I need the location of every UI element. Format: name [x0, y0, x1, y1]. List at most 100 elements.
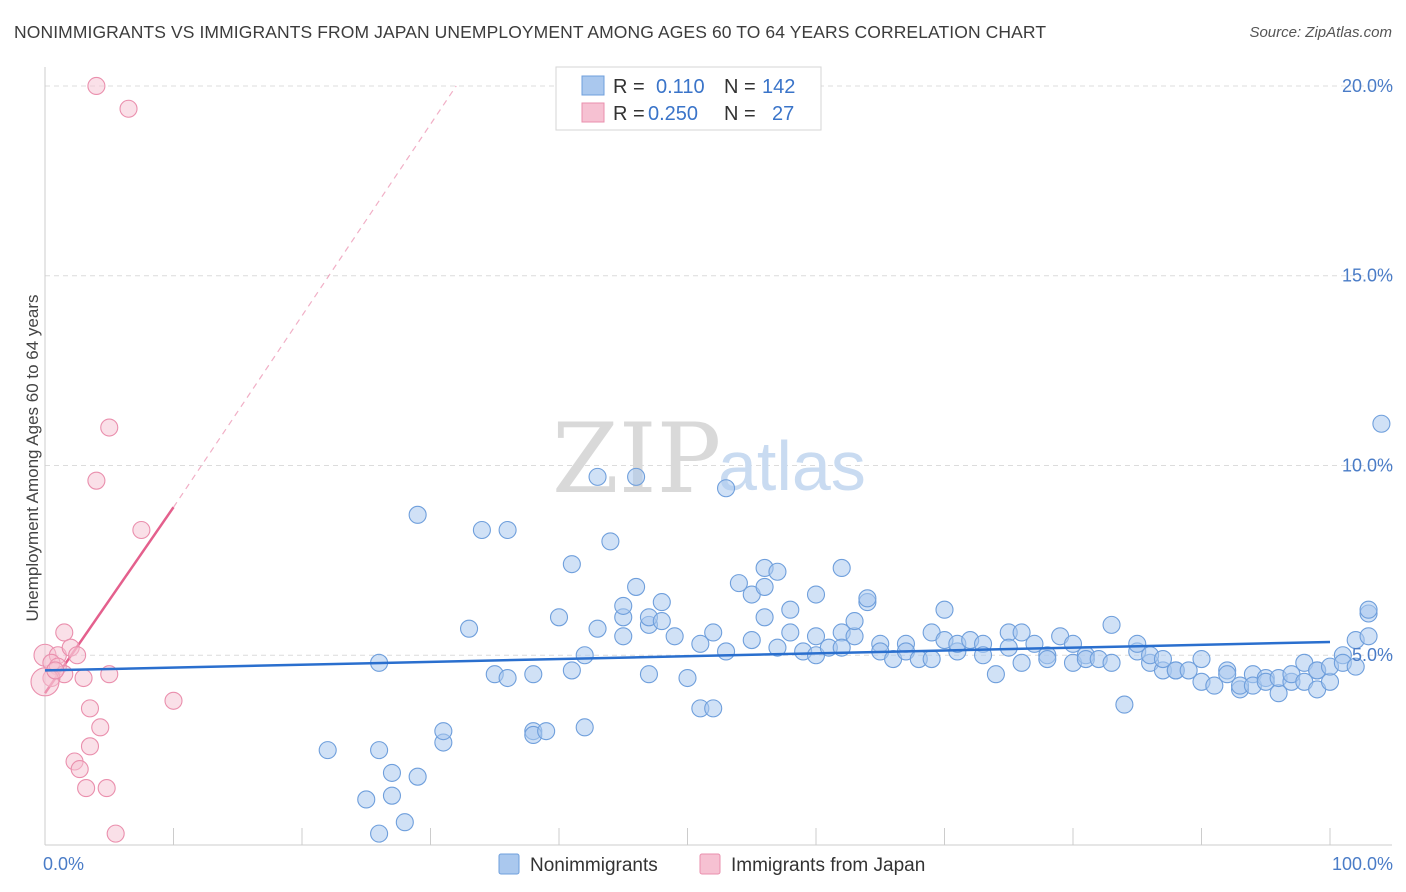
- nonimmigrants-point-46: [742, 631, 761, 650]
- immigrants-point-0: [87, 76, 106, 96]
- nonimmigrants-point-64: [845, 612, 864, 631]
- nonimmigrants-point-32: [627, 577, 646, 596]
- y-tick-label-1: 10.0%: [1342, 455, 1393, 475]
- nonimmigrants-point-12: [459, 619, 479, 638]
- stats-legend: R = 0.110 N = 142 R = 0.250 N = 27: [555, 66, 822, 131]
- immigrants-point-25: [106, 824, 125, 843]
- watermark: ZIP atlas: [552, 403, 866, 515]
- y-tick-label-0: 5.0%: [1352, 645, 1393, 665]
- nonimmigrants-point-25: [575, 646, 594, 665]
- nonimmigrants-point-54: [781, 623, 800, 642]
- nonimmigrants-point-38: [665, 627, 684, 646]
- grid: [45, 85, 1392, 656]
- nonimmigrants-point-61: [832, 558, 851, 578]
- y-tick-label-2: 15.0%: [1342, 266, 1393, 286]
- nonimmigrants-point-139: [627, 467, 646, 486]
- nonimmigrants-point-21: [549, 608, 569, 627]
- legend-r-label-1: R =: [613, 76, 645, 98]
- legend-r-label-2: R =: [613, 103, 645, 125]
- nonimmigrants-point-81: [973, 646, 993, 665]
- nonimmigrants-point-89: [1038, 649, 1057, 669]
- nonimmigrants-point-26: [588, 619, 607, 638]
- y-tick-label-3: 20.0%: [1342, 76, 1393, 96]
- x-tick-label-1: 100.0%: [1332, 854, 1393, 874]
- nonimmigrants-point-9: [434, 722, 453, 741]
- nonimmigrants-point-110: [1205, 676, 1224, 695]
- nonimmigrants-point-30: [614, 627, 633, 646]
- nonimmigrants-point-15: [498, 520, 517, 540]
- immigrants-point-1: [119, 99, 138, 118]
- immigrants-point-2: [100, 418, 119, 437]
- bottom-legend-nonimmigrants: Nonimmigrants: [530, 855, 658, 876]
- legend-swatch-nonimmigrants: [581, 75, 605, 96]
- immigrants-point-20: [80, 737, 100, 756]
- bottom-swatch-immigrants: [699, 853, 721, 875]
- nonimmigrants-point-10: [408, 505, 427, 524]
- immigrants-point-22: [70, 760, 89, 779]
- nonimmigrants-point-19: [537, 722, 556, 741]
- nonimmigrants-point-28: [588, 467, 607, 486]
- nonimmigrants-point-137: [1372, 414, 1391, 433]
- nonimmigrants-point-135: [1359, 627, 1378, 646]
- nonimmigrants-point-75: [935, 600, 954, 619]
- x-tick-label-0: 0.0%: [43, 854, 84, 874]
- immigrants-point-24: [97, 779, 116, 798]
- nonimmigrants-point-7: [408, 767, 427, 786]
- immigrants-point-18: [80, 699, 100, 718]
- nonimmigrants-point-100: [1128, 634, 1147, 653]
- nonimmigrants-point-31: [614, 596, 633, 615]
- nonimmigrants-point-27: [601, 532, 620, 551]
- nonimmigrants-point-40: [691, 634, 710, 653]
- nonimmigrants-point-39: [678, 668, 697, 688]
- axes: [44, 67, 1392, 846]
- immigrants-trend-line: [43, 506, 175, 694]
- bottom-legend-immigrants: Immigrants from Japan: [731, 855, 925, 876]
- nonimmigrants-point-48: [755, 577, 774, 596]
- nonimmigrants-point-22: [562, 661, 581, 680]
- chart-title: NONIMMIGRANTS VS IMMIGRANTS FROM JAPAN U…: [14, 22, 1047, 42]
- nonimmigrants-point-57: [806, 627, 826, 646]
- nonimmigrants-point-107: [1179, 661, 1198, 680]
- nonimmigrants-trend-line: [44, 640, 1331, 672]
- nonimmigrants-point-138: [716, 479, 736, 498]
- x-tick-labels: 0.0% 100.0%: [43, 854, 1393, 874]
- y-tick-labels: 5.0% 10.0% 15.0% 20.0%: [1342, 76, 1393, 665]
- immigrants-trend-extension: [173, 85, 457, 508]
- immigrants-point-23: [77, 779, 96, 798]
- immigrants-trend: [43, 85, 457, 694]
- nonimmigrants-point-42: [704, 623, 723, 642]
- nonimmigrants-point-37: [652, 612, 671, 631]
- nonimmigrants-point-43: [704, 699, 723, 718]
- nonimmigrants-point-33: [639, 665, 659, 684]
- nonimmigrants-point-0: [370, 824, 389, 843]
- nonimmigrants-point-109: [1192, 649, 1211, 669]
- bottom-swatch-nonimmigrants: [498, 853, 520, 875]
- nonimmigrants-point-20: [524, 665, 543, 684]
- nonimmigrants-point-85: [1012, 623, 1031, 642]
- nonimmigrants-point-58: [806, 585, 826, 604]
- nonimmigrants-point-112: [1218, 665, 1237, 684]
- nonimmigrants-point-98: [1115, 695, 1134, 714]
- nonimmigrants-point-45: [729, 574, 748, 593]
- legend-n-label-1: N =: [724, 76, 756, 98]
- legend-n-value-2: 27: [772, 103, 794, 125]
- legend-swatch-immigrants: [581, 102, 605, 123]
- series-legend: Nonimmigrants Immigrants from Japan: [498, 853, 925, 876]
- nonimmigrants-point-50: [755, 608, 774, 627]
- nonimmigrants-point-4: [318, 741, 337, 760]
- nonimmigrants-point-51: [768, 562, 787, 581]
- nonimmigrants-point-96: [1102, 615, 1121, 634]
- immigrants-point-3: [87, 471, 106, 490]
- nonimmigrants-point-63: [845, 627, 864, 646]
- nonimmigrants-point-97: [1102, 653, 1121, 672]
- nonimmigrants-point-87: [1012, 653, 1031, 672]
- nonimmigrants-point-53: [781, 600, 800, 619]
- watermark-atlas: atlas: [718, 427, 866, 505]
- immigrants-points: [30, 76, 183, 843]
- nonimmigrants-point-36: [652, 593, 671, 612]
- nonimmigrants-point-82: [986, 665, 1005, 684]
- nonimmigrants-point-84: [999, 638, 1018, 657]
- immigrants-point-15: [74, 668, 93, 688]
- nonimmigrants-point-24: [575, 718, 594, 737]
